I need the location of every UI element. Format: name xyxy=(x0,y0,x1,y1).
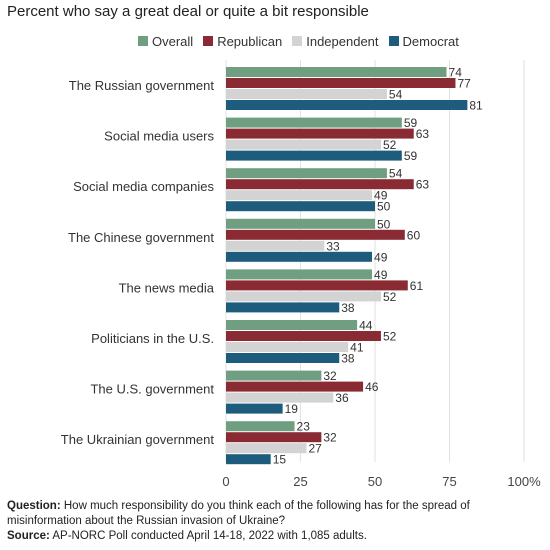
category-label: The Ukrainian government xyxy=(61,432,215,447)
bar-republican xyxy=(226,179,414,190)
data-label: 38 xyxy=(341,352,355,366)
data-label: 32 xyxy=(323,431,337,445)
legend-label: Independent xyxy=(306,33,379,49)
bar-independent xyxy=(226,443,307,454)
data-label: 60 xyxy=(407,228,421,242)
chart-legend: Overall Republican Independent Democrat xyxy=(138,33,459,49)
data-label: 49 xyxy=(374,189,388,203)
data-label: 74 xyxy=(449,66,463,80)
legend-swatch xyxy=(203,36,214,46)
legend-swatch xyxy=(388,36,399,46)
question-text: How much responsibility do you think eac… xyxy=(7,500,470,527)
legend-item-democrat: Democrat xyxy=(388,33,459,49)
data-label: 52 xyxy=(383,138,397,152)
question-note: Question: How much responsibility do you… xyxy=(7,499,543,529)
data-label: 50 xyxy=(377,217,391,231)
data-label: 54 xyxy=(389,88,403,102)
bar-overall xyxy=(226,168,387,179)
bar-democrat xyxy=(226,201,375,212)
category-label: Social media companies xyxy=(73,179,214,194)
data-label: 36 xyxy=(335,391,349,405)
chart-title: Percent who say a great deal or quite a … xyxy=(7,3,369,20)
bar-republican xyxy=(226,78,456,88)
bar-independent xyxy=(226,392,334,403)
data-label: 52 xyxy=(383,290,397,304)
source-text: AP-NORC Poll conducted April 14-18, 2022… xyxy=(49,530,367,542)
bar-democrat xyxy=(226,100,468,110)
legend-item-republican: Republican xyxy=(203,34,282,49)
data-label: 50 xyxy=(377,200,391,214)
bar-republican xyxy=(226,432,322,443)
bar-independent xyxy=(226,291,381,302)
data-label: 63 xyxy=(416,178,430,192)
bar-overall xyxy=(226,269,373,280)
bar-overall xyxy=(226,320,358,330)
x-tick-label: 100% xyxy=(507,474,541,489)
legend-swatch xyxy=(292,36,303,46)
bar-republican xyxy=(226,280,408,291)
data-label: 23 xyxy=(297,420,311,434)
source-note: Source: AP-NORC Poll conducted April 14-… xyxy=(7,529,543,544)
data-label: 44 xyxy=(359,319,373,333)
data-label: 59 xyxy=(404,116,418,130)
data-label: 54 xyxy=(389,167,403,181)
data-label: 38 xyxy=(341,301,355,315)
data-label: 32 xyxy=(323,369,337,383)
data-label: 19 xyxy=(285,402,299,416)
data-label: 49 xyxy=(374,268,388,282)
x-tick-label: 50 xyxy=(368,474,382,489)
category-label: The Russian government xyxy=(69,78,215,93)
bar-republican xyxy=(226,331,381,341)
bar-overall xyxy=(226,218,375,229)
data-label: 52 xyxy=(383,330,397,344)
bar-democrat xyxy=(226,150,402,161)
data-label: 33 xyxy=(326,239,340,253)
bar-democrat xyxy=(226,251,373,262)
data-label: 63 xyxy=(416,127,430,141)
legend-item-overall: Overall xyxy=(138,34,193,49)
legend-swatch xyxy=(138,36,148,46)
category-label: The Chinese government xyxy=(68,230,214,245)
bar-republican xyxy=(226,128,414,139)
data-label: 81 xyxy=(469,99,483,113)
data-label: 27 xyxy=(308,442,322,456)
bar-independent xyxy=(226,342,349,352)
category-label: Social media users xyxy=(104,129,214,144)
chart-footer: Question: How much responsibility do you… xyxy=(7,499,543,544)
bar-republican xyxy=(226,381,364,392)
category-label: The news media xyxy=(119,280,215,295)
bar-democrat xyxy=(226,302,340,313)
bar-independent xyxy=(226,240,325,251)
source-label: Source: xyxy=(7,530,50,542)
bar-democrat xyxy=(226,403,283,414)
legend-label: Overall xyxy=(152,33,194,49)
data-label: 46 xyxy=(365,380,379,394)
bar-independent xyxy=(226,190,373,201)
bar-overall xyxy=(226,370,322,381)
x-tick-label: 0 xyxy=(222,474,229,489)
data-label: 61 xyxy=(410,279,424,293)
data-label: 59 xyxy=(404,149,418,163)
data-label: 15 xyxy=(273,453,287,467)
legend-label: Democrat xyxy=(402,33,459,49)
bar-overall xyxy=(226,117,402,128)
bar-democrat xyxy=(226,353,340,363)
x-tick-label: 75 xyxy=(442,474,456,489)
bar-overall xyxy=(226,67,447,77)
data-label: 49 xyxy=(374,250,388,264)
bar-democrat xyxy=(226,454,271,465)
data-label: 41 xyxy=(350,341,364,355)
legend-label: Republican xyxy=(217,33,283,49)
legend-item-independent: Independent xyxy=(292,33,379,49)
bar-independent xyxy=(226,139,381,150)
category-label: Politicians in the U.S. xyxy=(91,331,214,346)
x-tick-label: 25 xyxy=(293,474,307,489)
data-label: 77 xyxy=(457,77,471,91)
question-label: Question: xyxy=(7,500,61,512)
bar-republican xyxy=(226,229,405,240)
bar-overall xyxy=(226,421,295,432)
category-label: The U.S. government xyxy=(90,382,214,397)
bar-independent xyxy=(226,89,387,99)
